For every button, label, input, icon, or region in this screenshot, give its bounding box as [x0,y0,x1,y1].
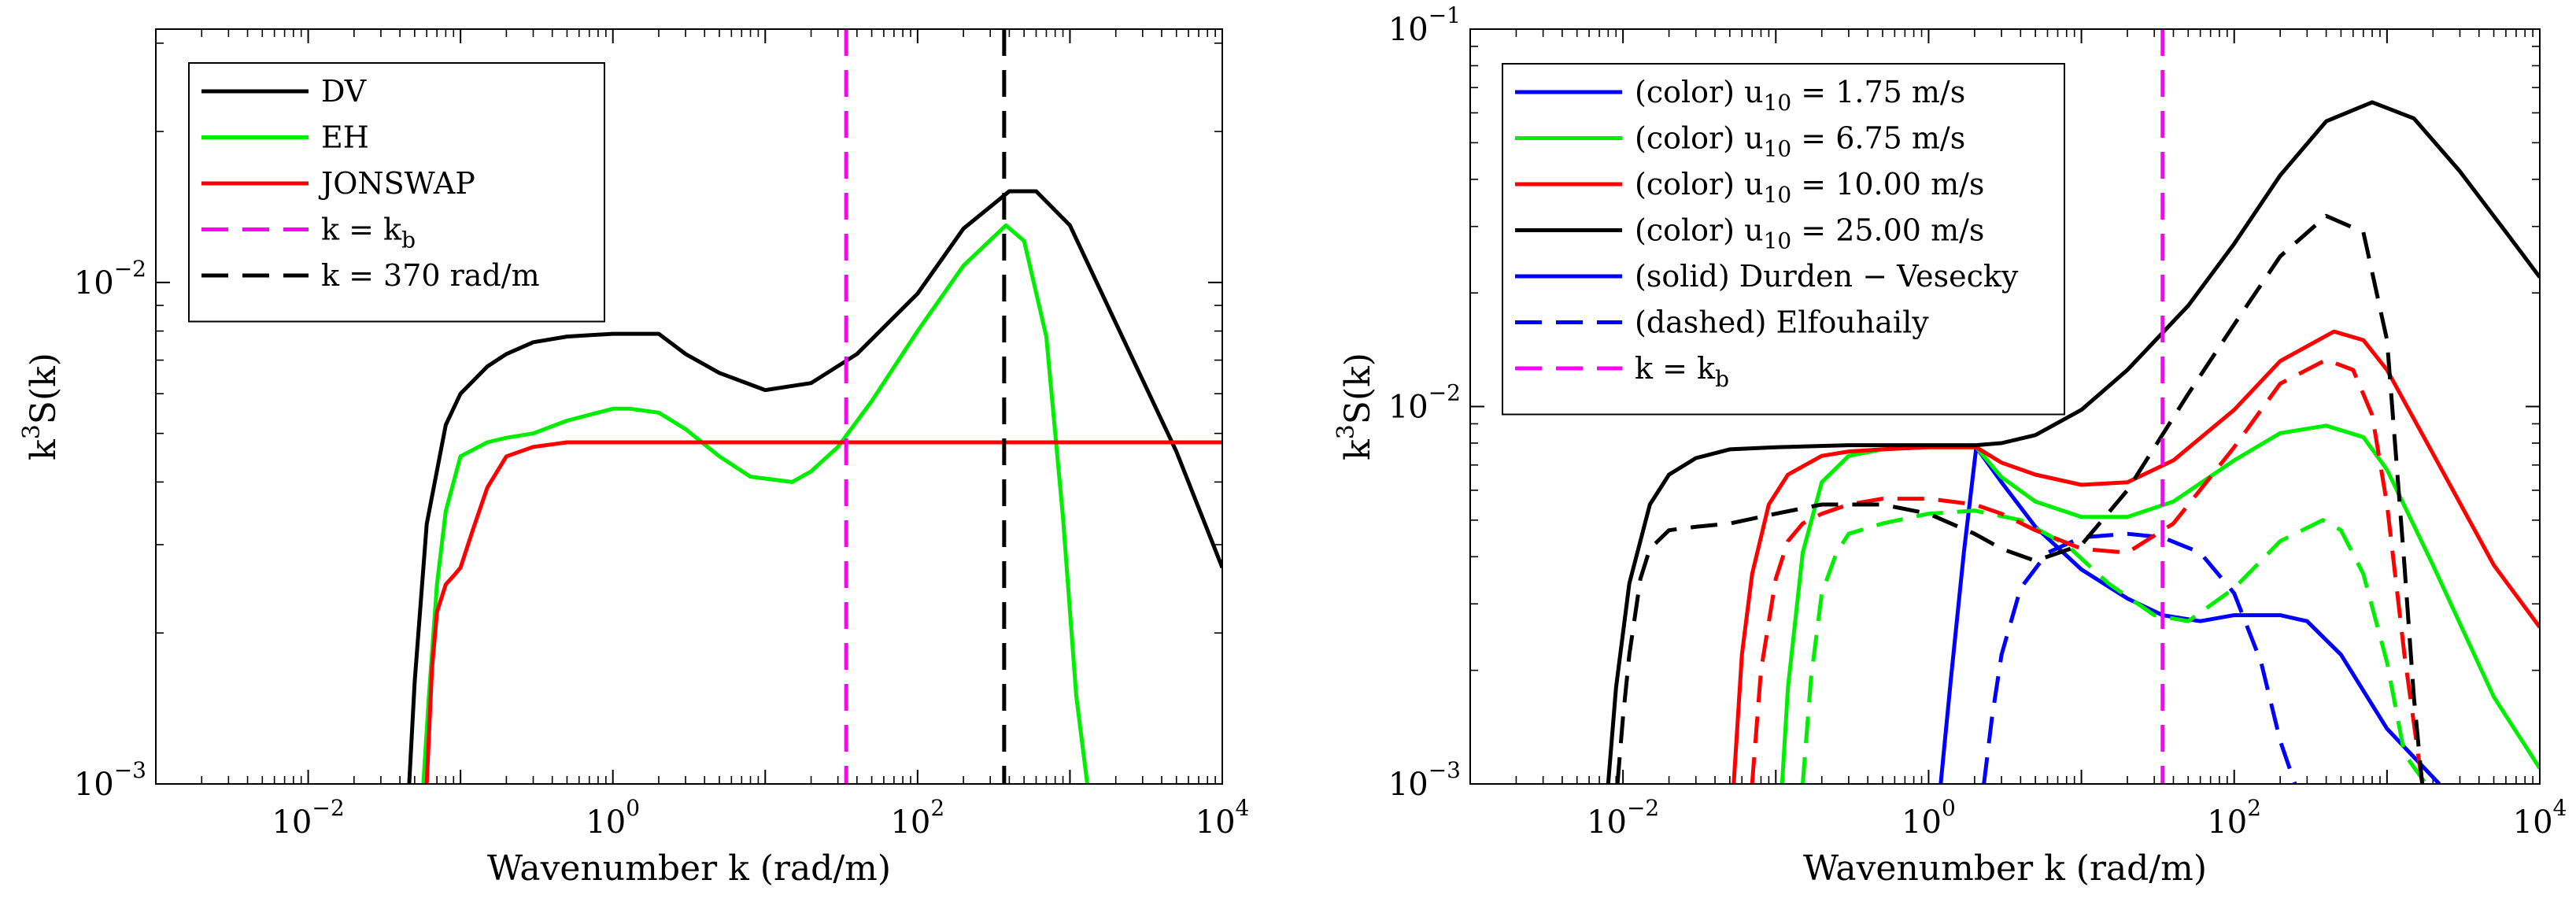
legend: DV EH JONSWAP k = kb k = 370 rad/m [188,62,605,323]
legend-label: (color) u10 = 1.75 m/s [1635,75,1965,116]
legend-label: k = kb [321,213,416,253]
legend-label: (color) u10 = 6.75 m/s [1635,121,1965,162]
x-tick-label: 100 [1902,795,1956,841]
legend-label: (dashed) Elfouhaily [1635,305,1929,340]
y-tick-label: 10−3 [74,757,146,803]
x-axis-label: Wavenumber k (rad/m) [1803,848,2207,889]
x-tick-label: 10−2 [1587,795,1659,841]
legend: (color) u10 = 1.75 m/s (color) u10 = 6.75… [1502,63,2065,416]
series-line [1606,100,2540,784]
legend-label: (color) u10 = 10.00 m/s [1635,167,1984,208]
right-chart-panel: 10−2 100 102 104 10−3 10−2 10−1 Wavenumber k (r… [1332,2,2567,889]
y-tick-label: 10−2 [74,256,146,301]
series-line [424,440,1222,784]
legend-label: k = 370 rad/m [321,258,540,293]
legend-label: (color) u10 = 25.00 m/s [1635,213,1984,254]
y-axis-label: k3S(k) [18,353,64,460]
y-tick-label: 10−2 [1388,380,1461,426]
series-line [1750,357,2425,784]
plot-area [1606,29,2540,784]
series-line [1732,329,2540,784]
series-line [1801,508,2428,784]
legend-label: (solid) Durden − Vesecky [1635,259,2019,294]
x-tick-label: 104 [1196,795,1250,841]
x-tick-label: 100 [586,795,640,841]
legend-label: DV [321,74,367,109]
series-line [1780,423,2540,784]
plot-area [407,29,1222,784]
minor-ticks [1470,29,2540,784]
x-tick-label: 102 [890,795,944,841]
series-line [1982,531,2297,784]
legend-label: JONSWAP [318,166,475,201]
series-line [421,223,1089,784]
y-tick-label: 10−1 [1388,2,1461,48]
x-tick-label: 102 [2207,795,2261,841]
left-chart-panel: 10−2 100 102 104 10−3 10−2 Wavenumber k (rad/m… [18,28,1250,889]
x-tick-label: 104 [2513,795,2567,841]
legend-label: k = kb [1635,351,1729,392]
x-tick-label: 10−2 [272,795,344,841]
legend-label: EH [321,120,369,155]
axes-frame [155,28,1223,785]
y-axis-label: k3S(k) [1332,353,1378,460]
legend-box [188,62,605,323]
legend-box [1502,63,2065,416]
minor-ticks [156,29,1222,784]
axes-frame [1469,28,2541,785]
y-tick-label: 10−3 [1388,757,1461,803]
x-axis-label: Wavenumber k (rad/m) [487,848,891,889]
series-line [1615,213,2425,784]
series-line [407,189,1222,784]
